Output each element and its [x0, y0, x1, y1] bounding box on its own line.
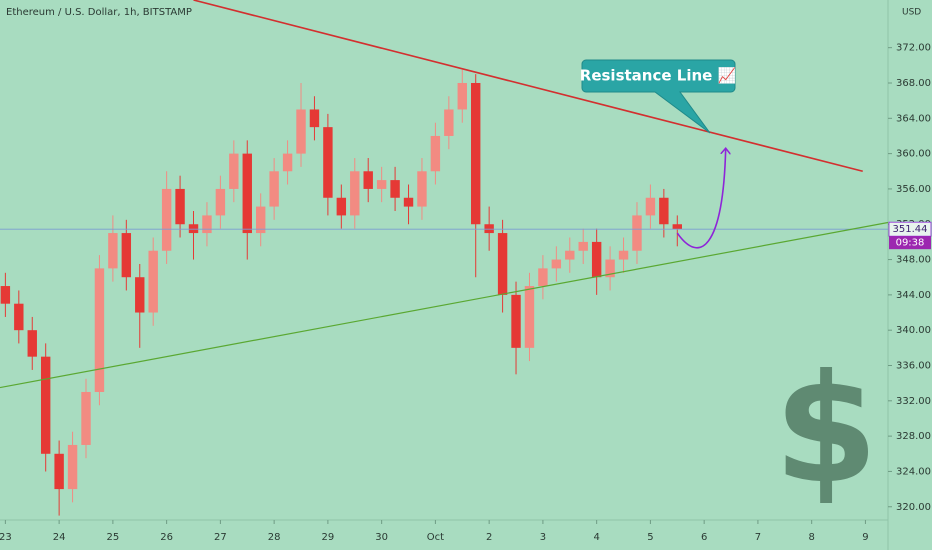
candle-body — [484, 224, 494, 234]
candle-body — [121, 233, 132, 278]
candle-body — [363, 171, 373, 189]
candle-body — [269, 171, 279, 207]
candle-body — [202, 215, 212, 234]
callout-text: Resistance Line 📈 — [580, 67, 736, 85]
x-tick-label: 2 — [486, 532, 492, 543]
candle-body — [0, 286, 11, 304]
candle-body — [175, 188, 185, 225]
callout: Resistance Line 📈 — [580, 59, 736, 134]
candle-body — [14, 303, 24, 331]
timer-label: 09:38 — [896, 238, 925, 249]
x-tick-label: 5 — [647, 532, 653, 543]
x-tick-label: 25 — [107, 532, 120, 543]
candle-body — [471, 82, 481, 225]
candle-body — [67, 444, 78, 490]
x-tick-label: 8 — [808, 532, 814, 543]
candle-body — [659, 197, 669, 225]
y-unit: USD — [902, 8, 921, 18]
candle-body — [255, 206, 266, 234]
y-tick-label: 368.00 — [896, 78, 931, 89]
x-tick-label: 30 — [375, 532, 388, 543]
callout-box — [581, 59, 736, 134]
candle-body — [403, 197, 414, 207]
candle-body — [417, 171, 427, 207]
candle-body — [40, 356, 51, 454]
candle-body — [645, 197, 656, 216]
candle-body — [242, 153, 252, 234]
candle-body — [94, 268, 105, 392]
x-tick-label: 28 — [268, 532, 281, 543]
candle-body — [551, 259, 562, 269]
candle-body — [605, 259, 615, 278]
candle-body — [54, 453, 64, 490]
candle-body — [350, 171, 360, 216]
candle-body — [376, 180, 387, 189]
last-price-label: 351.44 — [893, 224, 928, 235]
timer-box — [889, 236, 931, 250]
y-tick-label: 332.00 — [896, 396, 931, 407]
candle-body — [457, 82, 467, 110]
candle-body — [336, 197, 347, 216]
candle-body — [672, 224, 682, 230]
candle-body — [81, 391, 91, 445]
candle-body — [632, 215, 642, 251]
y-tick-label: 324.00 — [896, 466, 931, 477]
forecast-curve — [676, 149, 725, 249]
candle-body — [591, 241, 602, 278]
y-tick-label: 344.00 — [896, 290, 931, 301]
x-tick-label: 3 — [540, 532, 546, 543]
candle-body — [215, 188, 226, 216]
x-tick-label: 26 — [160, 532, 173, 543]
y-tick-label: 328.00 — [896, 431, 931, 442]
candle-body — [618, 250, 629, 260]
x-tick-label: Oct — [427, 532, 444, 543]
trend-line — [193, 0, 863, 173]
candle-body — [390, 180, 400, 198]
candle-body — [578, 241, 588, 251]
candle-body — [296, 109, 306, 154]
trend-line — [0, 221, 889, 389]
candle-body — [444, 109, 454, 136]
candle-body — [538, 268, 548, 287]
y-tick-label: 340.00 — [896, 325, 931, 336]
candle-body — [188, 224, 199, 234]
x-tick-label: 27 — [214, 532, 227, 543]
candle-body — [282, 153, 293, 172]
candle-body — [565, 250, 575, 260]
x-tick-label: 29 — [322, 532, 335, 543]
x-tick-label: 6 — [701, 532, 707, 543]
x-tick-label: 23 — [0, 532, 12, 543]
candle-body — [229, 153, 239, 189]
y-tick-label: 348.00 — [896, 255, 931, 266]
candle-body — [430, 135, 441, 172]
candle-body — [323, 127, 333, 198]
y-tick-label: 336.00 — [896, 361, 931, 372]
x-tick-label: 4 — [593, 532, 599, 543]
x-tick-label: 9 — [862, 532, 868, 543]
candle-body — [524, 286, 535, 348]
x-tick-label: 7 — [755, 532, 761, 543]
y-tick-label: 320.00 — [896, 502, 931, 513]
y-tick-label: 372.00 — [896, 43, 931, 54]
candle-body — [161, 188, 172, 251]
watermark: $ — [774, 343, 878, 517]
candle-body — [135, 277, 145, 313]
candle-body — [497, 233, 508, 295]
y-tick-label: 364.00 — [896, 113, 931, 124]
candle-body — [511, 294, 521, 348]
candle-body — [27, 330, 37, 357]
chart-title: Ethereum / U.S. Dollar, 1h, BITSTAMP — [6, 7, 192, 18]
y-tick-label: 356.00 — [896, 184, 931, 195]
candle-body — [309, 109, 320, 128]
y-tick-label: 360.00 — [896, 149, 931, 160]
candle-body — [108, 233, 118, 269]
x-tick-label: 24 — [53, 532, 66, 543]
candle-body — [148, 250, 158, 313]
